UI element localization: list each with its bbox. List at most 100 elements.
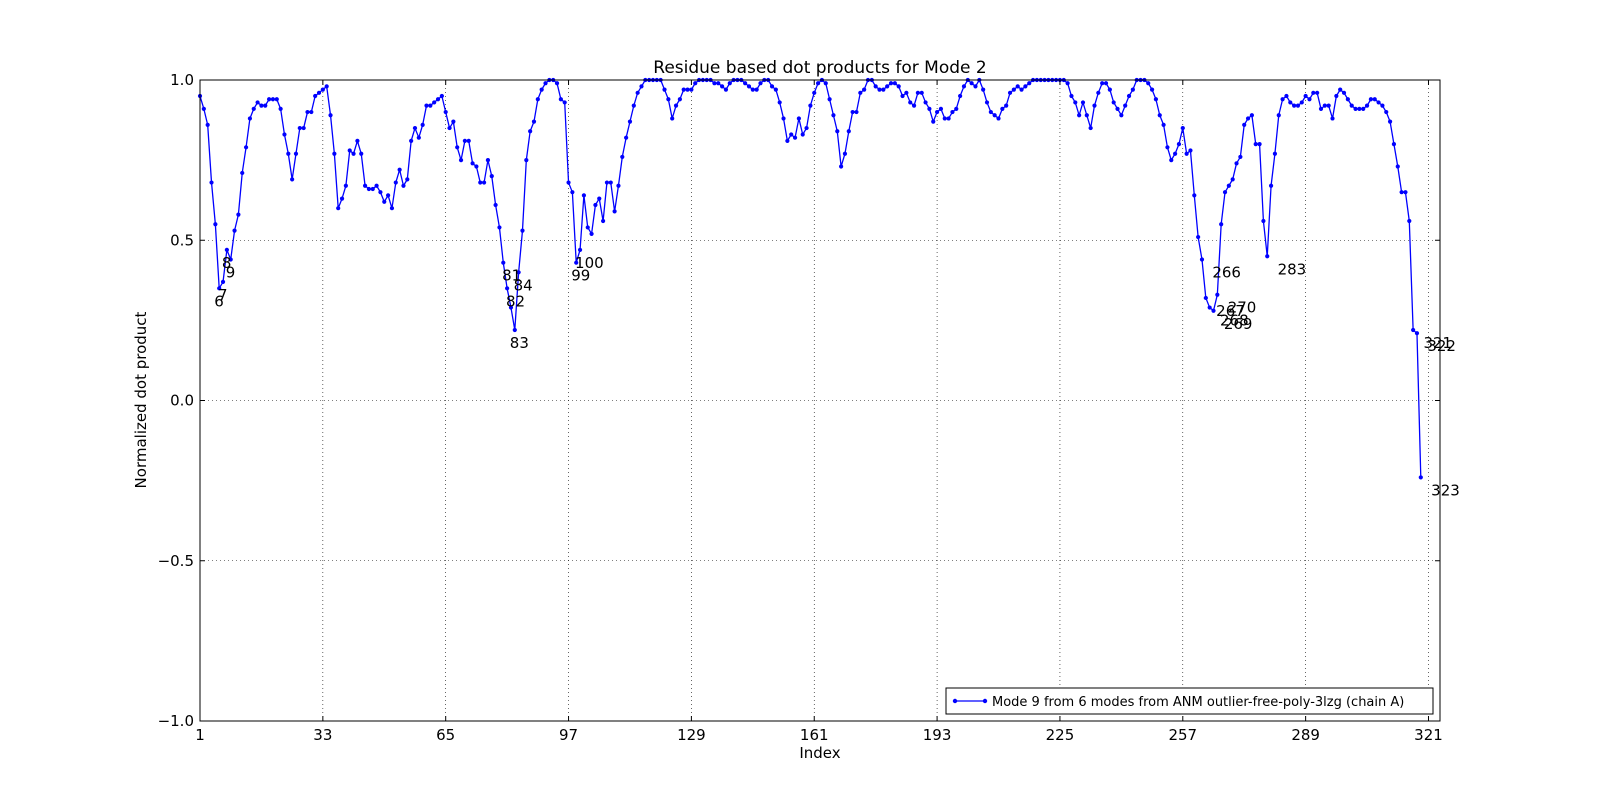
- data-point: [904, 90, 909, 95]
- y-tick-label: 0.5: [170, 231, 194, 249]
- data-point: [501, 260, 506, 265]
- data-point: [1299, 100, 1304, 105]
- data-point: [1180, 125, 1185, 131]
- data-point: [1403, 190, 1408, 195]
- data-point: [919, 90, 924, 95]
- data-point: [474, 164, 479, 169]
- series-group: [197, 77, 1423, 480]
- data-point: [409, 138, 414, 143]
- data-point: [881, 87, 886, 92]
- outlier-label: 9: [226, 263, 236, 281]
- data-point: [1411, 327, 1416, 333]
- data-point: [808, 103, 813, 108]
- data-point: [562, 100, 567, 105]
- legend-label: Mode 9 from 6 modes from ANM outlier-fre…: [992, 695, 1404, 710]
- data-point: [969, 81, 974, 86]
- outlier-label: 266: [1212, 263, 1241, 281]
- data-point: [1391, 142, 1397, 147]
- y-tick-label: −1.0: [158, 712, 194, 730]
- data-point: [1000, 106, 1005, 111]
- data-point: [888, 81, 894, 86]
- data-point: [339, 196, 345, 201]
- data-point: [1103, 81, 1109, 86]
- data-point: [746, 84, 752, 89]
- data-point: [267, 97, 272, 102]
- data-point: [259, 103, 264, 108]
- data-point: [693, 81, 698, 86]
- x-tick-label: 257: [1168, 726, 1197, 744]
- data-point: [428, 103, 433, 108]
- outlier-label: 269: [1224, 315, 1253, 333]
- outlier-label: 322: [1427, 337, 1456, 355]
- data-point: [1169, 158, 1174, 163]
- data-point: [758, 81, 763, 86]
- x-tick-label: 33: [313, 726, 332, 744]
- data-point: [558, 97, 563, 102]
- data-point: [336, 206, 341, 211]
- data-point: [397, 167, 402, 172]
- data-point: [1276, 113, 1281, 118]
- outlier-label: 83: [510, 334, 529, 352]
- outlier-label: 81: [502, 267, 521, 285]
- data-point: [1230, 177, 1235, 182]
- data-point: [481, 180, 487, 185]
- data-point: [712, 81, 717, 86]
- data-point: [1315, 90, 1320, 95]
- data-point: [804, 125, 809, 131]
- data-point: [862, 87, 867, 92]
- data-point: [389, 206, 395, 211]
- y-tick-label: 0.0: [170, 392, 194, 410]
- data-point: [1395, 164, 1400, 169]
- data-point: [455, 145, 460, 150]
- data-point: [512, 327, 517, 333]
- data-point: [405, 177, 410, 182]
- data-point: [923, 100, 928, 105]
- outlier-label: 283: [1278, 260, 1307, 278]
- data-point: [666, 97, 671, 102]
- data-point: [743, 81, 748, 86]
- data-point: [900, 93, 905, 99]
- data-point: [781, 116, 786, 121]
- data-point: [554, 81, 560, 86]
- data-point: [992, 113, 997, 118]
- data-point: [205, 122, 210, 127]
- data-point: [420, 122, 425, 127]
- data-point: [347, 148, 352, 153]
- data-point: [539, 87, 544, 92]
- data-point: [1126, 93, 1132, 99]
- data-point: [1011, 87, 1016, 92]
- data-point: [1364, 103, 1370, 108]
- ticks-group: 1 33 65 97 129 161 193 225 257 289 321−1.0−0.50.00…: [158, 71, 1443, 744]
- data-point: [1207, 305, 1212, 310]
- data-point: [1184, 151, 1189, 156]
- data-point: [531, 119, 537, 124]
- data-point: [386, 193, 391, 198]
- data-point: [1326, 103, 1331, 108]
- data-point: [393, 180, 398, 185]
- data-point: [432, 100, 437, 105]
- outlier-label: 99: [571, 267, 590, 285]
- data-point: [624, 135, 629, 140]
- data-point: [800, 132, 805, 137]
- data-point: [842, 151, 848, 156]
- data-point: [689, 87, 694, 92]
- data-point: [1015, 84, 1020, 89]
- data-point: [282, 132, 287, 137]
- data-point: [1261, 218, 1266, 224]
- data-point: [1242, 122, 1247, 127]
- data-point: [1199, 257, 1205, 262]
- data-point: [1245, 116, 1251, 121]
- data-point: [885, 84, 890, 89]
- data-point: [1027, 81, 1032, 86]
- data-point: [1330, 116, 1335, 121]
- data-point: [896, 84, 901, 89]
- outlier-label: 82: [506, 292, 525, 310]
- data-point: [1153, 97, 1159, 102]
- data-point: [850, 109, 855, 115]
- data-point: [451, 119, 456, 124]
- data-point: [382, 199, 387, 204]
- data-point: [217, 286, 222, 291]
- data-point: [927, 106, 932, 111]
